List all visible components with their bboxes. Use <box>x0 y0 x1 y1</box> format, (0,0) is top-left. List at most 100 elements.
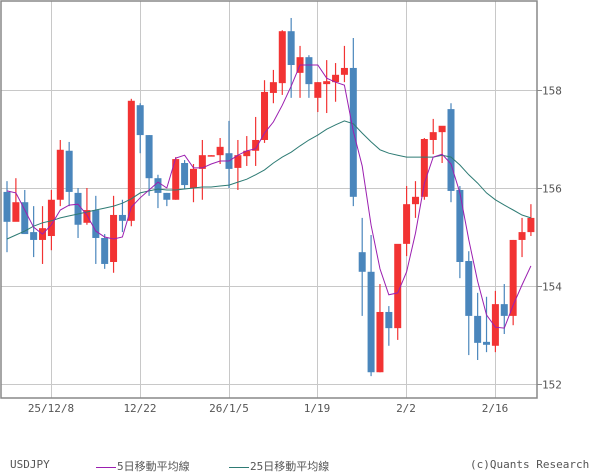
candle <box>92 195 100 264</box>
candle <box>83 188 91 225</box>
candle <box>21 189 29 235</box>
candle <box>65 141 73 207</box>
candle-body <box>234 155 242 168</box>
candle <box>518 217 526 258</box>
candle <box>110 195 118 273</box>
candle-body <box>287 31 295 66</box>
candle <box>74 188 82 238</box>
y-tick-label: 156 <box>542 183 562 196</box>
x-tick-label: 25/12/8 <box>28 402 74 415</box>
candle <box>349 38 357 207</box>
candle-body <box>518 232 526 240</box>
candle <box>438 125 446 164</box>
plot-frame <box>0 0 538 399</box>
candle-body <box>261 91 269 140</box>
candle <box>305 55 313 98</box>
candle-body <box>216 146 224 156</box>
candle <box>447 103 455 203</box>
candle-body <box>509 239 517 316</box>
candle <box>483 296 491 353</box>
candle-body <box>65 150 73 192</box>
candle <box>500 284 508 335</box>
candle-body <box>403 204 411 244</box>
candle <box>145 135 153 196</box>
candle-body <box>411 196 419 205</box>
candle-body <box>314 82 322 98</box>
candlestick-chart: 152 154 156 158 25/12/8 12/22 26/1/5 1/19 2/2 2/… <box>0 0 562 415</box>
x-axis: 25/12/8 12/22 26/1/5 1/19 2/2 2/16 <box>28 402 508 415</box>
candle-body <box>198 155 206 169</box>
candle <box>323 60 331 114</box>
candle-body <box>491 304 499 346</box>
x-tick-label: 1/19 <box>304 402 331 415</box>
candle-body <box>420 139 428 197</box>
candle-body <box>136 105 144 136</box>
candle <box>181 160 189 189</box>
candle-body <box>110 214 118 262</box>
candle <box>358 217 366 316</box>
candle <box>172 157 180 200</box>
candle <box>376 284 384 373</box>
candle <box>509 239 517 326</box>
candle-body <box>74 192 82 225</box>
candle-body <box>101 237 109 264</box>
candle <box>39 206 47 264</box>
candle-body <box>358 252 366 272</box>
candle-body <box>207 155 215 157</box>
candle <box>269 69 277 104</box>
candle-body <box>3 191 11 222</box>
candle <box>30 206 38 258</box>
candle-body <box>527 217 535 233</box>
candle-body <box>278 31 286 84</box>
legend: USDJPY 5日移動平均線 25日移動平均線 (c)Quants Resear… <box>0 458 600 474</box>
candle-body <box>394 243 402 329</box>
candle-body <box>172 159 180 200</box>
y-tick-label: 158 <box>542 85 562 98</box>
candle-body <box>12 202 20 222</box>
candle <box>429 118 437 155</box>
legend-ma5-label: 5日移動平均線 <box>117 460 190 473</box>
candle-body <box>500 304 508 316</box>
candle <box>47 189 55 251</box>
candle-body <box>154 178 162 193</box>
candle-body <box>447 109 455 191</box>
candle-body <box>92 210 100 238</box>
candle <box>12 178 20 222</box>
candle <box>420 138 428 200</box>
candle-body <box>269 82 277 93</box>
candle <box>527 204 535 237</box>
candle-body <box>429 132 437 140</box>
legend-ma25: 25日移動平均線 <box>229 458 329 474</box>
x-tick-label: 26/1/5 <box>209 402 249 415</box>
candle-body <box>189 168 197 188</box>
candle-body <box>367 271 375 373</box>
ma5-line <box>6 64 532 329</box>
symbol-label: USDJPY <box>10 458 50 471</box>
legend-ma5: 5日移動平均線 <box>96 458 190 474</box>
candle <box>3 181 11 253</box>
candle <box>411 181 419 218</box>
candle-body <box>47 199 55 237</box>
candle-body <box>305 57 313 85</box>
ma5-swatch <box>96 466 116 468</box>
candle-body <box>21 202 29 235</box>
candle <box>314 82 322 113</box>
ma25-swatch <box>229 466 249 468</box>
legend-ma25-label: 25日移動平均線 <box>250 460 330 473</box>
candle-body <box>332 74 340 83</box>
candle-body <box>252 139 260 151</box>
candle <box>456 186 464 279</box>
candle <box>474 292 482 360</box>
candle-body <box>438 125 446 133</box>
candle <box>101 234 109 269</box>
candle-body <box>83 210 91 223</box>
candle-body <box>127 100 135 221</box>
candle <box>225 120 233 188</box>
candle-body <box>56 149 64 200</box>
candle-body <box>483 341 491 345</box>
candle <box>403 186 411 257</box>
candle <box>189 163 197 203</box>
y-axis: 152 154 156 158 <box>537 85 562 392</box>
candle <box>207 155 215 157</box>
candle <box>287 17 295 98</box>
